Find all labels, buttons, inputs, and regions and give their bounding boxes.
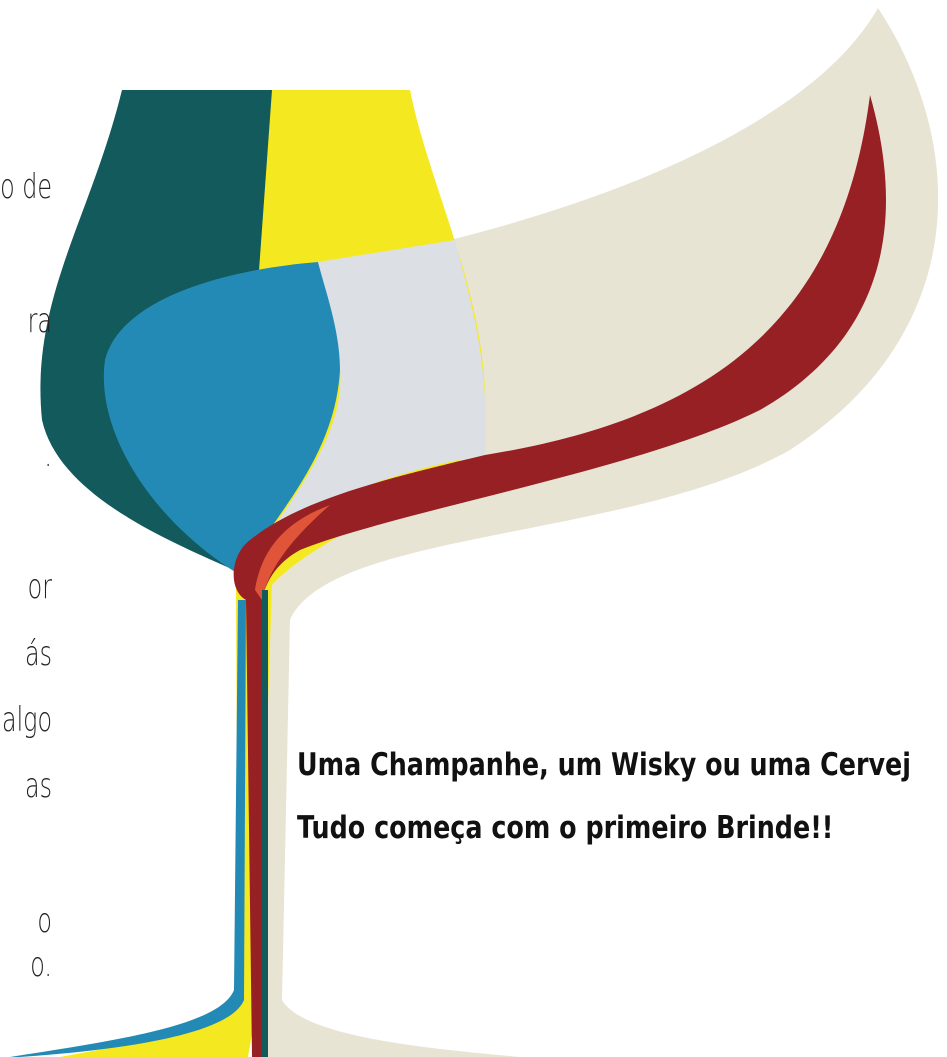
side-text-fragment: algo [2,700,52,739]
side-text-fragment: as [25,766,52,805]
page: o de ra. or ás algo as o o. Uma Champanhe, um W… [0,0,947,1057]
teal-stem [262,590,268,1057]
headline-line: Uma Champanhe, um Wisky ou uma Cervej [297,747,911,783]
side-text: o de ra. or ás algo as o o. [0,167,53,984]
side-text-fragment: or [28,567,53,606]
glass [10,8,938,1057]
side-text-fragment: ra [28,301,52,340]
side-text-fragment: o de [0,167,52,206]
headline-line: Tudo começa com o primeiro Brinde!! [297,810,833,846]
side-text-fragment: o. [30,945,52,984]
illustration: o de ra. or ás algo as o o. Uma Champanhe, um W… [0,0,947,1057]
side-text-fragment: ás [25,634,52,673]
side-text-fragment: . [44,435,52,474]
side-text-fragment: o [37,901,52,940]
